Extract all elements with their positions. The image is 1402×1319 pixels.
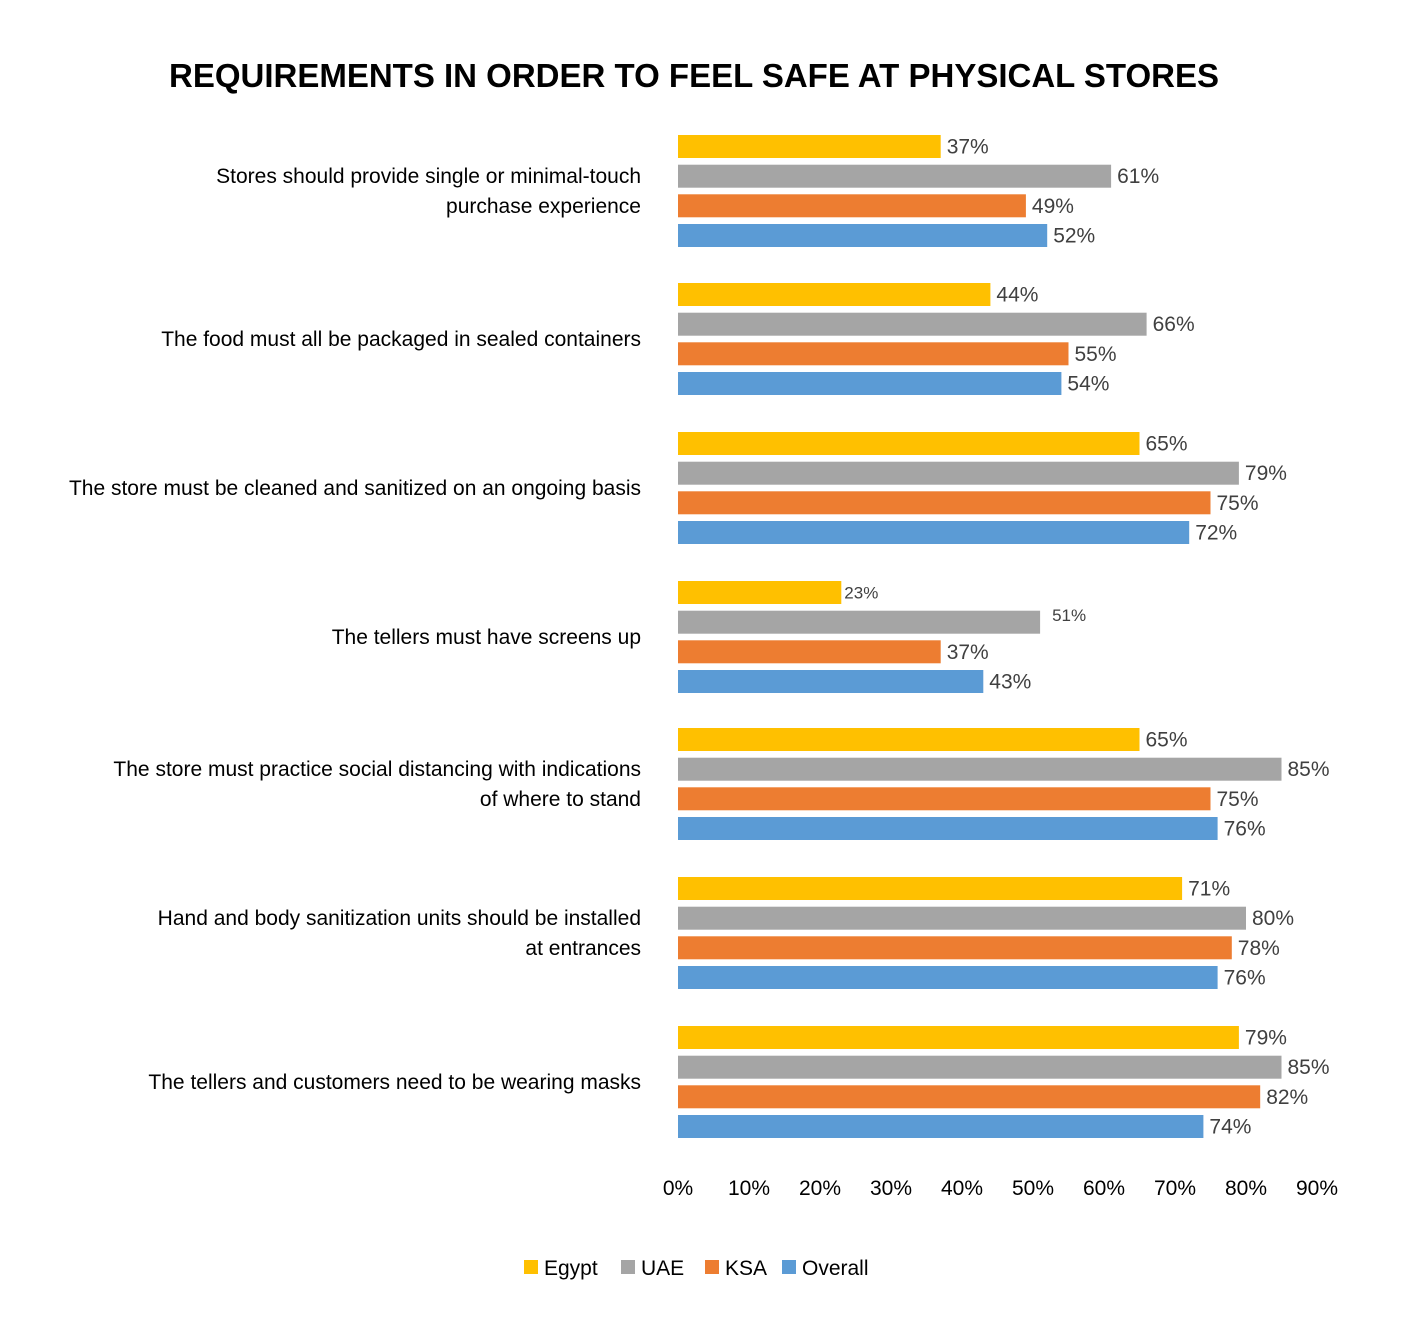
x-tick-label: 70%: [1154, 1177, 1196, 1200]
data-label: 37%: [947, 136, 989, 159]
category-label: The tellers and customers need to be wea…: [148, 1071, 641, 1094]
bar-ksa: [678, 342, 1069, 366]
bar-uae: [678, 164, 1112, 188]
data-label: 61%: [1117, 165, 1159, 188]
legend: Egypt UAE KSA Overall: [524, 1257, 869, 1280]
data-label: 85%: [1288, 1056, 1330, 1079]
bar-egypt: [678, 135, 941, 158]
bar-overall: [678, 1115, 1204, 1138]
legend-label: KSA: [725, 1257, 767, 1280]
x-tick-label: 0%: [663, 1177, 693, 1200]
x-tick-label: 40%: [941, 1177, 983, 1200]
bar-uae: [678, 312, 1147, 336]
legend-label: Overall: [802, 1257, 869, 1280]
data-label: 76%: [1224, 967, 1266, 990]
bar-uae: [678, 757, 1282, 781]
data-label: 51%: [1052, 606, 1086, 625]
bar-egypt: [678, 432, 1140, 455]
data-label: 72%: [1195, 522, 1237, 545]
data-label: 43%: [989, 671, 1031, 694]
category-label: Hand and body sanitization units should …: [158, 907, 641, 930]
data-label: 66%: [1153, 313, 1195, 336]
bar-overall: [678, 966, 1218, 989]
data-label: 80%: [1252, 907, 1294, 930]
legend-swatch: [621, 1260, 635, 1274]
bar-ksa: [678, 1085, 1261, 1109]
data-label: 23%: [844, 584, 878, 603]
bar-ksa: [678, 194, 1026, 218]
value-labels: 37% 44% 65% 23% 65% 71% 79% 61% 66% 79% 51% 85% 80% 8…: [844, 136, 1329, 1139]
x-tick-label: 30%: [870, 1177, 912, 1200]
x-axis-ticks: 0% 10% 20% 30% 40% 50% 60% 70% 80% 90%: [663, 1177, 1338, 1200]
legend-swatch: [705, 1260, 719, 1274]
legend-label: Egypt: [544, 1257, 598, 1280]
category-label: The food must all be packaged in sealed …: [161, 328, 641, 351]
bar-egypt: [678, 877, 1183, 900]
data-label: 82%: [1266, 1086, 1308, 1109]
bar-egypt: [678, 581, 842, 604]
bars: [678, 135, 1282, 1138]
data-label: 78%: [1238, 937, 1280, 960]
data-label: 65%: [1146, 433, 1188, 456]
category-label: The store must practice social distancin…: [113, 758, 641, 781]
bar-overall: [678, 224, 1048, 247]
data-label: 85%: [1288, 758, 1330, 781]
category-label: purchase experience: [446, 195, 641, 218]
data-label: 37%: [947, 641, 989, 664]
bar-egypt: [678, 728, 1140, 751]
category-label: Stores should provide single or minimal-…: [216, 165, 641, 188]
category-label: of where to stand: [480, 788, 641, 811]
legend-swatch: [524, 1260, 538, 1274]
bar-overall: [678, 372, 1062, 395]
legend-label: UAE: [641, 1257, 684, 1280]
category-labels: Stores should provide single or minimal-…: [69, 165, 641, 1094]
data-label: 76%: [1224, 818, 1266, 841]
bar-overall: [678, 817, 1218, 840]
category-label: The tellers must have screens up: [332, 626, 641, 649]
data-label: 75%: [1217, 492, 1259, 515]
x-tick-label: 80%: [1225, 1177, 1267, 1200]
bar-ksa: [678, 640, 941, 664]
data-label: 44%: [996, 284, 1038, 307]
x-tick-label: 10%: [728, 1177, 770, 1200]
bar-ksa: [678, 491, 1211, 515]
bar-uae: [678, 1055, 1282, 1079]
bar-egypt: [678, 283, 991, 306]
legend-swatch: [782, 1260, 796, 1274]
bar-overall: [678, 670, 984, 693]
category-label: The store must be cleaned and sanitized …: [69, 477, 641, 500]
x-tick-label: 50%: [1012, 1177, 1054, 1200]
data-label: 49%: [1032, 195, 1074, 218]
data-label: 52%: [1053, 225, 1095, 248]
category-label: at entrances: [525, 937, 641, 960]
chart-title: REQUIREMENTS IN ORDER TO FEEL SAFE AT PH…: [169, 57, 1219, 94]
data-label: 75%: [1217, 788, 1259, 811]
data-label: 54%: [1067, 373, 1109, 396]
bar-uae: [678, 461, 1239, 485]
bar-ksa: [678, 787, 1211, 811]
x-tick-label: 90%: [1296, 1177, 1338, 1200]
x-tick-label: 60%: [1083, 1177, 1125, 1200]
bar-overall: [678, 521, 1190, 544]
bar-uae: [678, 610, 1041, 634]
data-label: 71%: [1188, 878, 1230, 901]
bar-egypt: [678, 1026, 1239, 1049]
data-label: 79%: [1245, 462, 1287, 485]
bar-uae: [678, 906, 1246, 930]
bar-ksa: [678, 936, 1232, 960]
data-label: 55%: [1075, 343, 1117, 366]
data-label: 65%: [1146, 729, 1188, 752]
data-label: 79%: [1245, 1027, 1287, 1050]
x-tick-label: 20%: [799, 1177, 841, 1200]
data-label: 74%: [1209, 1116, 1251, 1139]
